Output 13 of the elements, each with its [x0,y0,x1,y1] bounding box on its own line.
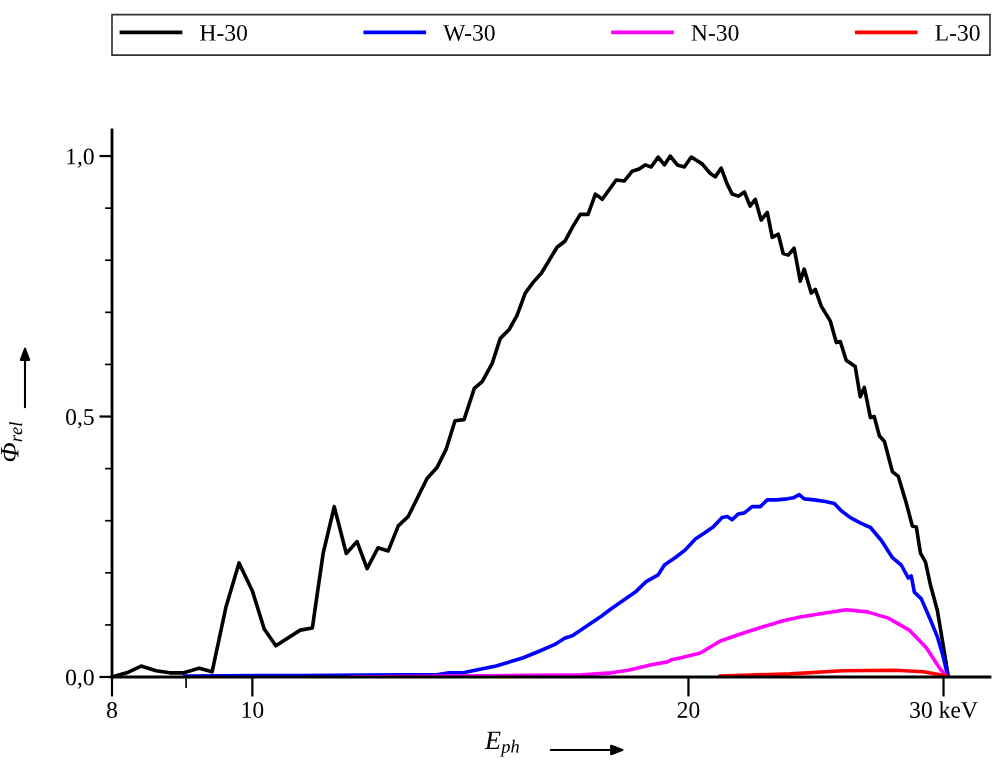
x-tick-label: 20 [677,701,700,718]
y-tick-label: 0,0 [66,669,94,689]
legend-label: W-30 [443,24,495,41]
legend-label: N-30 [691,24,739,41]
x-tick-label: 30 keV [910,701,978,719]
legend-label: H-30 [200,24,247,41]
legend-label: L-30 [935,24,980,41]
x-tick-label: 10 [242,701,264,718]
y-tick-label: 1,0 [67,148,94,168]
y-axis-title: Φ$_{rel}$ [1,422,23,462]
x-tick-label: 8 [107,701,117,718]
y-tick-label: 0,5 [66,409,94,429]
x-axis-title: E$_{ph}$ [484,731,519,757]
